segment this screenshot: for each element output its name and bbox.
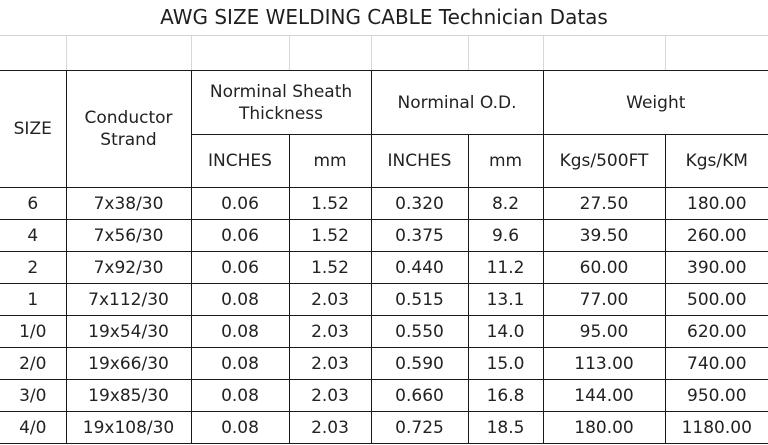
cell-kgs-km: 500.00 <box>664 283 768 316</box>
cell-kgs-km: 390.00 <box>664 251 768 284</box>
subheader-kgs-500ft: Kgs/500FT <box>542 134 666 188</box>
cell-kgs-500ft: 95.00 <box>542 315 666 348</box>
cell-od-inches: 0.515 <box>370 283 469 316</box>
spacer-row <box>0 36 768 71</box>
cell-od-inches: 0.590 <box>370 347 469 380</box>
table-row: 4/0 19x108/30 0.08 2.03 0.725 18.5 180.00 1180.… <box>0 411 768 444</box>
cell-size: 4/0 <box>0 411 67 444</box>
cell-od-inches: 0.375 <box>370 219 469 252</box>
table-row: 2/0 19x66/30 0.08 2.03 0.590 15.0 113.00 740.00 <box>0 347 768 380</box>
cell-strand: 19x66/30 <box>65 347 192 380</box>
table-row: 6 7x38/30 0.06 1.52 0.320 8.2 27.50 180.00 <box>0 187 768 220</box>
cell-kgs-500ft: 27.50 <box>542 187 666 220</box>
cable-data-table: SIZE Conductor Strand Norminal Sheath Th… <box>0 71 768 444</box>
header-sheath-line2: Thickness <box>238 103 324 124</box>
cell-kgs-km: 180.00 <box>664 187 768 220</box>
subheader-kgs-km: Kgs/KM <box>664 134 768 188</box>
table-row: 4 7x56/30 0.06 1.52 0.375 9.6 39.50 260.00 <box>0 219 768 252</box>
empty-cell <box>0 36 67 71</box>
cell-sheath-inches: 0.06 <box>190 251 290 284</box>
cell-od-inches: 0.660 <box>370 379 469 412</box>
cell-sheath-inches: 0.08 <box>190 315 290 348</box>
cell-size: 6 <box>0 187 67 220</box>
cell-size: 3/0 <box>0 379 67 412</box>
cell-od-mm: 9.6 <box>467 219 544 252</box>
cell-strand: 19x54/30 <box>65 315 192 348</box>
cell-od-mm: 11.2 <box>467 251 544 284</box>
cell-od-mm: 18.5 <box>467 411 544 444</box>
subheader-od-inches: INCHES <box>370 134 469 188</box>
empty-cell <box>66 36 192 71</box>
cell-kgs-500ft: 60.00 <box>542 251 666 284</box>
header-conductor-line1: Conductor <box>84 108 173 128</box>
cell-od-mm: 13.1 <box>467 283 544 316</box>
cell-kgs-500ft: 77.00 <box>542 283 666 316</box>
empty-cell <box>665 36 768 71</box>
cell-sheath-inches: 0.08 <box>190 411 290 444</box>
table-row: 1/0 19x54/30 0.08 2.03 0.550 14.0 95.00 620.00 <box>0 315 768 348</box>
cell-kgs-km: 1180.00 <box>664 411 768 444</box>
cell-sheath-mm: 2.03 <box>288 315 372 348</box>
cell-sheath-inches: 0.06 <box>190 219 290 252</box>
cell-strand: 7x38/30 <box>65 187 192 220</box>
cell-sheath-mm: 1.52 <box>288 219 372 252</box>
cell-strand: 19x85/30 <box>65 379 192 412</box>
cell-strand: 19x108/30 <box>65 411 192 444</box>
cell-od-inches: 0.550 <box>370 315 469 348</box>
cell-strand: 7x112/30 <box>65 283 192 316</box>
table-row: 2 7x92/30 0.06 1.52 0.440 11.2 60.00 390.00 <box>0 251 768 284</box>
cell-od-mm: 14.0 <box>467 315 544 348</box>
empty-cell <box>371 36 469 71</box>
empty-cell <box>289 36 372 71</box>
cell-kgs-km: 260.00 <box>664 219 768 252</box>
cell-sheath-inches: 0.08 <box>190 283 290 316</box>
cell-sheath-inches: 0.08 <box>190 347 290 380</box>
cell-size: 1/0 <box>0 315 67 348</box>
cell-od-mm: 16.8 <box>467 379 544 412</box>
cell-sheath-mm: 2.03 <box>288 283 372 316</box>
cell-size: 2 <box>0 251 67 284</box>
cell-od-mm: 15.0 <box>467 347 544 380</box>
cell-od-mm: 8.2 <box>467 187 544 220</box>
cell-kgs-500ft: 180.00 <box>542 411 666 444</box>
empty-cell <box>543 36 666 71</box>
cell-size: 4 <box>0 219 67 252</box>
cell-od-inches: 0.320 <box>370 187 469 220</box>
cell-sheath-mm: 1.52 <box>288 251 372 284</box>
cell-strand: 7x56/30 <box>65 219 192 252</box>
header-conductor-line2: Strand <box>100 130 157 150</box>
empty-cell <box>468 36 544 71</box>
table-row: 3/0 19x85/30 0.08 2.03 0.660 16.8 144.00 950.00 <box>0 379 768 412</box>
cell-sheath-mm: 1.52 <box>288 187 372 220</box>
cell-od-inches: 0.440 <box>370 251 469 284</box>
cell-strand: 7x92/30 <box>65 251 192 284</box>
header-weight: Weight <box>542 71 768 135</box>
header-conductor-strand: Conductor Strand <box>65 71 192 188</box>
cell-sheath-mm: 2.03 <box>288 411 372 444</box>
cell-kgs-km: 620.00 <box>664 315 768 348</box>
cell-kgs-km: 950.00 <box>664 379 768 412</box>
cell-kgs-500ft: 144.00 <box>542 379 666 412</box>
cell-kgs-km: 740.00 <box>664 347 768 380</box>
cell-sheath-mm: 2.03 <box>288 347 372 380</box>
subheader-sheath-mm: mm <box>288 134 372 188</box>
cell-sheath-mm: 2.03 <box>288 379 372 412</box>
header-sheath-thickness: Norminal Sheath Thickness <box>190 71 372 135</box>
cell-size: 2/0 <box>0 347 67 380</box>
header-od: Norminal O.D. <box>370 71 544 135</box>
header-size: SIZE <box>0 71 67 188</box>
cell-size: 1 <box>0 283 67 316</box>
cell-od-inches: 0.725 <box>370 411 469 444</box>
cell-kgs-500ft: 113.00 <box>542 347 666 380</box>
cell-kgs-500ft: 39.50 <box>542 219 666 252</box>
table-row: 1 7x112/30 0.08 2.03 0.515 13.1 77.00 500.00 <box>0 283 768 316</box>
cell-sheath-inches: 0.08 <box>190 379 290 412</box>
header-sheath-line1: Norminal Sheath <box>209 81 353 102</box>
subheader-od-mm: mm <box>467 134 544 188</box>
cell-sheath-inches: 0.06 <box>190 187 290 220</box>
subheader-sheath-inches: INCHES <box>191 134 290 188</box>
empty-cell <box>191 36 290 71</box>
page-title: AWG SIZE WELDING CABLE Technician Datas <box>0 0 768 36</box>
